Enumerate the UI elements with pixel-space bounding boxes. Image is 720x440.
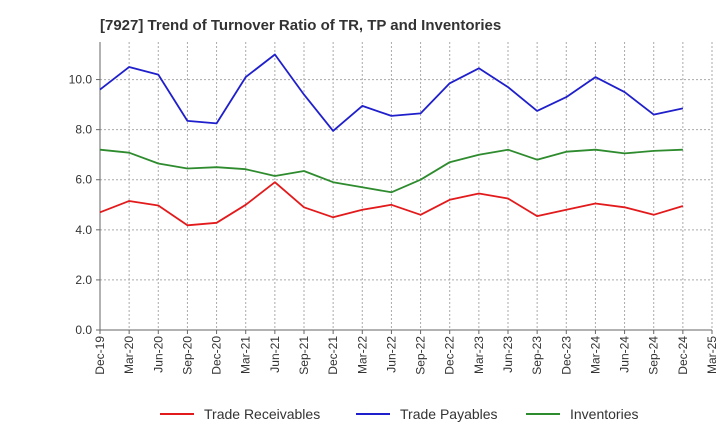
series-line-trade-receivables bbox=[99, 181, 684, 227]
y-tick-label: 10.0 bbox=[69, 73, 93, 87]
x-tick-label: Jun-22 bbox=[384, 336, 398, 373]
x-tick-label: Dec-23 bbox=[559, 336, 573, 375]
x-tick-label: Sep-22 bbox=[414, 336, 428, 375]
y-tick-label: 6.0 bbox=[75, 173, 92, 187]
legend-label-trade-receivables: Trade Receivables bbox=[204, 406, 320, 422]
x-tick-label: Mar-22 bbox=[355, 336, 369, 374]
x-tick-label: Dec-21 bbox=[326, 336, 340, 375]
legend-label-inventories: Inventories bbox=[570, 406, 638, 422]
x-tick-label: Dec-22 bbox=[443, 336, 457, 375]
x-tick-label: Sep-24 bbox=[647, 336, 661, 375]
x-tick-label: Mar-21 bbox=[239, 336, 253, 374]
x-tick-label: Mar-20 bbox=[122, 336, 136, 374]
axes-layer: 0.0 2.0 4.0 6.0 8.0 10.0 Dec-19 Mar-20 Jun-20 Sep… bbox=[69, 42, 719, 375]
x-tick-label: Jun-20 bbox=[151, 336, 165, 373]
legend: Trade Receivables Trade Payables Inventori… bbox=[160, 406, 638, 422]
legend-label-trade-payables: Trade Payables bbox=[400, 406, 498, 422]
y-tick-label: 4.0 bbox=[75, 223, 92, 237]
x-tick-label: Dec-24 bbox=[676, 336, 690, 375]
x-tick-label: Mar-23 bbox=[472, 336, 486, 374]
x-tick-label: Mar-25 bbox=[705, 336, 719, 374]
x-tick-label: Jun-23 bbox=[501, 336, 515, 373]
y-tick-label: 2.0 bbox=[75, 273, 92, 287]
x-tick-label: Sep-23 bbox=[530, 336, 544, 375]
series-layer bbox=[99, 53, 684, 227]
x-tick-label: Jun-24 bbox=[618, 336, 632, 373]
y-tick-label: 0.0 bbox=[75, 323, 92, 337]
x-tick-label: Mar-24 bbox=[588, 336, 602, 374]
series-line-inventories bbox=[99, 148, 683, 194]
x-tick-label: Sep-20 bbox=[180, 336, 194, 375]
series-line-trade-payables bbox=[99, 53, 684, 132]
x-tick-label: Jun-21 bbox=[268, 336, 282, 373]
x-tick-label: Sep-21 bbox=[297, 336, 311, 375]
chart-title: [7927] Trend of Turnover Ratio of TR, TP… bbox=[100, 17, 501, 34]
y-tick-label: 8.0 bbox=[75, 123, 92, 137]
x-tick-label: Dec-19 bbox=[93, 336, 107, 375]
x-tick-label: Dec-20 bbox=[210, 336, 224, 375]
